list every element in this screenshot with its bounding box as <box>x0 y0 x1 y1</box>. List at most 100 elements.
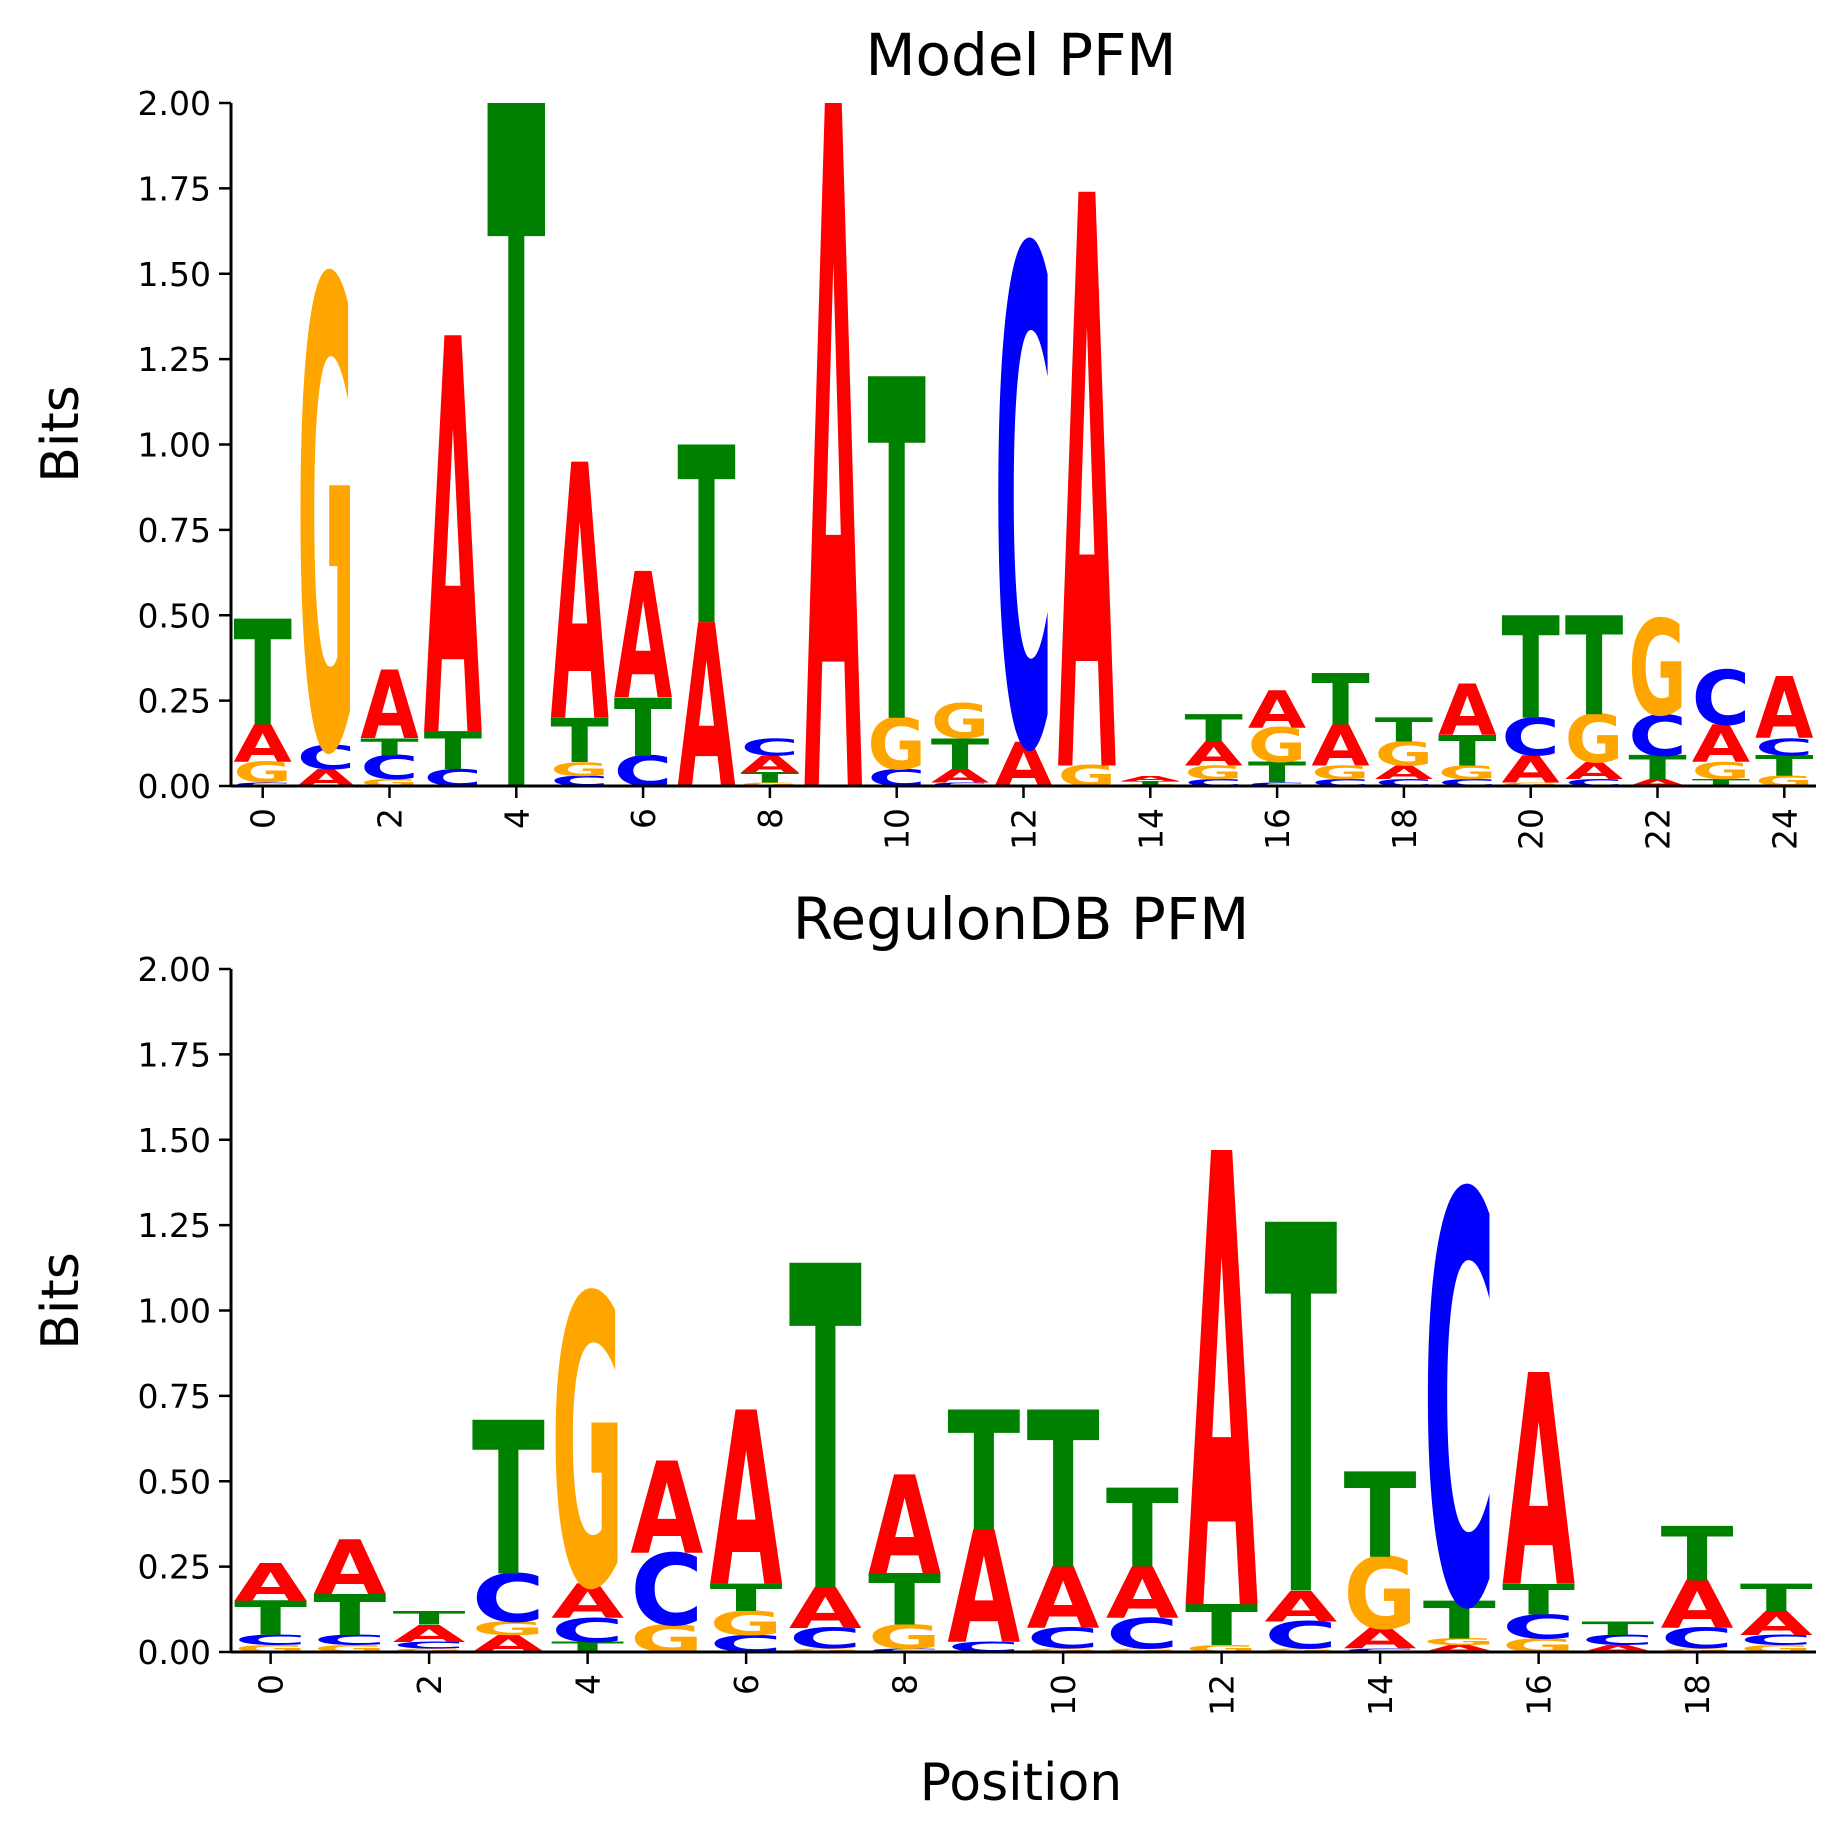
regulondb-pfm-letter-G-pos19: G <box>1740 1643 1813 1654</box>
regulondb-pfm-letter-T-pos16: T <box>1502 1576 1575 1625</box>
model-pfm-letter-A-pos2: A <box>360 652 418 761</box>
model-pfm-letter-G-pos17: G <box>1311 762 1369 784</box>
regulondb-pfm-letter-G-pos3: G <box>472 1618 545 1640</box>
regulondb-pfm-letter-A-pos10: A <box>1027 1551 1100 1649</box>
model-pfm-xtick-label: 16 <box>1258 808 1297 850</box>
regulondb-pfm-letter-A-pos17: A <box>1581 1643 1654 1654</box>
model-pfm-ytick-label: 1.50 <box>138 255 211 294</box>
model-pfm-yticks: 0.00 0.25 0.50 0.75 1.00 1.25 1.50 1.75 2.00 <box>138 84 231 806</box>
model-pfm-letter-C-pos15: C <box>1185 777 1243 788</box>
model-pfm-letter-A-pos17: A <box>1311 713 1370 779</box>
model-pfm-ytick-label: 2.00 <box>138 84 211 123</box>
model-pfm-xtick-label: 4 <box>497 808 536 829</box>
model-pfm-ytick-label: 0.75 <box>138 511 211 550</box>
model-pfm-letter-T-pos2: T <box>360 734 419 761</box>
regulondb-pfm-letter-A-pos2: A <box>393 1620 466 1647</box>
regulondb-pfm-letter-T-pos15: T <box>1423 1590 1496 1650</box>
regulondb-pfm-ytick-label: 0.50 <box>138 1462 211 1501</box>
regulondb-pfm-xtick-label: 10 <box>1044 1674 1083 1716</box>
model-pfm-ytick-label: 1.75 <box>138 169 211 208</box>
regulondb-pfm-letter-C-pos4: C <box>551 1612 624 1650</box>
regulondb-pfm-letter-A-pos0: A <box>234 1553 307 1613</box>
regulondb-pfm-letter-A-pos7: A <box>789 1577 862 1642</box>
regulondb-pfm-letter-G-pos2: G <box>393 1648 466 1653</box>
model-pfm-letter-C-pos12: C <box>994 112 1052 903</box>
regulondb-pfm-letter-G-pos15: G <box>1423 1636 1496 1647</box>
model-pfm-letter-G-pos22: G <box>1628 592 1686 745</box>
model-pfm-xticks: 0 2 4 6 8 10 12 14 16 18 20 22 24 <box>244 786 1804 850</box>
model-pfm-letter-G-pos1: G <box>297 149 355 897</box>
regulondb-pfm-letter-C-pos17: C <box>1581 1632 1654 1648</box>
model-pfm-ytick-label: 1.00 <box>138 426 211 465</box>
model-pfm-ytick-label: 1.25 <box>138 340 211 379</box>
regulondb-pfm-letter-C-pos10: C <box>1027 1623 1100 1656</box>
regulondb-pfm-letter-T-pos9: T <box>947 1377 1020 1568</box>
regulondb-pfm-xtick-label: 2 <box>410 1674 449 1695</box>
regulondb-pfm-letter-G-pos8: G <box>868 1618 941 1656</box>
regulondb-pfm-letter-C-pos7: C <box>789 1623 862 1656</box>
regulondb-pfm-letter-T-pos17: T <box>1581 1618 1654 1640</box>
model-pfm-letter-C-pos11: C <box>931 782 989 787</box>
model-pfm-letter-A-pos23: A <box>1692 715 1750 775</box>
regulondb-pfm-ytick-label: 1.00 <box>138 1292 211 1331</box>
regulondb-pfm-letter-C-pos16: C <box>1502 1608 1575 1646</box>
model-pfm-ytick-label: 0.00 <box>138 767 211 806</box>
regulondb-pfm-xtick-label: 12 <box>1203 1674 1242 1716</box>
regulondb-pfm-letter-A-pos4: A <box>551 1574 624 1629</box>
regulondb-pfm-ylabel: Bits <box>31 1252 91 1350</box>
model-pfm-letter-C-pos22: C <box>1628 704 1686 769</box>
regulondb-pfm-letter-T-pos19: T <box>1740 1576 1813 1620</box>
model-pfm-letter-T-pos14: T <box>1121 780 1179 785</box>
model-pfm-letter-G-pos8: G <box>741 782 799 787</box>
regulondb-pfm-letter-A-pos5: A <box>630 1436 703 1583</box>
regulondb-pfm-letter-C-pos11: C <box>1106 1609 1179 1658</box>
regulondb-pfm-letter-C-pos1: C <box>313 1632 386 1648</box>
regulondb-pfm-letter-T-pos14: T <box>1344 1449 1417 1585</box>
model-pfm-ytick-label: 0.50 <box>138 596 211 635</box>
regulondb-pfm-xtick-label: 8 <box>886 1674 925 1695</box>
model-pfm-xtick-label: 2 <box>371 808 410 829</box>
regulondb-pfm-letter-C-pos3: C <box>472 1560 545 1636</box>
regulondb-pfm-letter-T-pos11: T <box>1106 1467 1179 1593</box>
regulondb-pfm-letter-G-pos18: G <box>1661 1648 1734 1653</box>
model-pfm-letter-C-pos17: C <box>1311 777 1369 788</box>
regulondb-pfm-letter-C-pos2: C <box>393 1640 466 1651</box>
regulondb-pfm-letter-T-pos3: T <box>472 1379 545 1624</box>
regulondb-pfm-letter-T-pos12: T <box>1185 1594 1258 1659</box>
model-pfm-letter-C-pos8: C <box>741 734 799 761</box>
regulondb-pfm-letter-C-pos13: C <box>1264 1614 1337 1658</box>
regulondb-pfm-letter-G-pos14: G <box>1344 1538 1417 1652</box>
model-pfm-letter-A-pos11: A <box>931 765 990 787</box>
regulondb-pfm-ytick-label: 0.25 <box>138 1548 211 1587</box>
model-pfm-xtick-label: 24 <box>1765 808 1804 850</box>
regulondb-pfm-ytick-label: 0.75 <box>138 1377 211 1416</box>
model-pfm-xtick-label: 12 <box>1005 808 1044 850</box>
model-pfm-letter-A-pos8: A <box>741 751 799 778</box>
regulondb-pfm-xtick-label: 0 <box>252 1674 291 1695</box>
model-pfm-xtick-label: 20 <box>1512 808 1551 850</box>
model-pfm-letter-G-pos2: G <box>360 777 418 788</box>
regulondb-pfm-letter-G-pos7: G <box>789 1648 862 1653</box>
regulondb-pfm-letter-G-pos13: G <box>1264 1648 1337 1653</box>
model-pfm-ytick-label: 0.25 <box>138 682 211 721</box>
regulondb-pfm-letter-A-pos6: A <box>710 1361 783 1640</box>
regulondb-pfm-letter-G-pos4: G <box>551 1215 624 1679</box>
model-pfm-letter-T-pos4: T <box>487 0 546 1007</box>
model-pfm-letter-C-pos21: C <box>1565 777 1623 788</box>
model-pfm-xtick-label: 22 <box>1639 808 1678 850</box>
model-pfm-letter-G-pos20: G <box>1502 782 1560 787</box>
model-pfm-letter-C-pos20: C <box>1502 708 1560 768</box>
regulondb-pfm-letter-G-pos1: G <box>313 1643 386 1654</box>
regulondb-pfm-letter-T-pos8: T <box>868 1560 941 1642</box>
model-pfm-ylabel: Bits <box>31 385 91 483</box>
regulondb-pfm-letter-T-pos10: T <box>1027 1368 1100 1619</box>
model-pfm-letter-A-pos15: A <box>1185 735 1243 773</box>
regulondb-pfm-title: RegulonDB PFM <box>793 885 1250 953</box>
regulondb-pfm-letter-A-pos16: A <box>1502 1315 1575 1653</box>
model-pfm-letter-A-pos0: A <box>234 715 292 775</box>
model-pfm-letter-C-pos1: C <box>297 739 355 777</box>
regulondb-pfm-letter-A-pos14: A <box>1344 1623 1417 1656</box>
model-pfm-letter-T-pos16: T <box>1248 757 1307 790</box>
